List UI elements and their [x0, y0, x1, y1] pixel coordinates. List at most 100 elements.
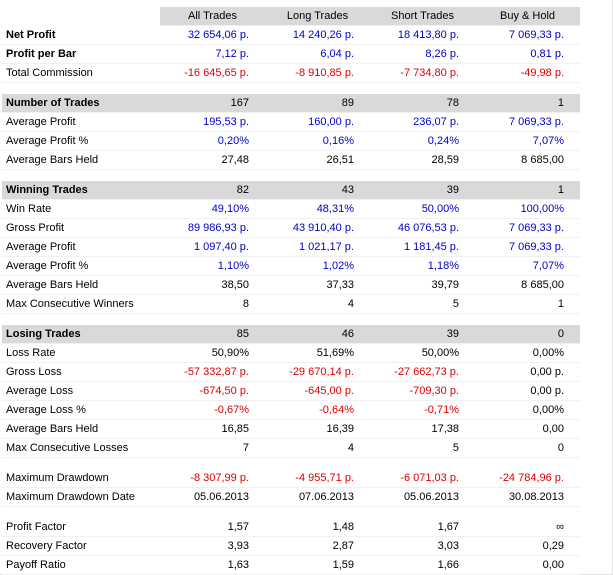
cell-value: 3,03: [370, 536, 475, 556]
cell-value: 50,00%: [370, 343, 475, 363]
cell-value: 0,24%: [370, 131, 475, 151]
cell-value: 100,00%: [475, 199, 580, 219]
cell-value: 5: [370, 294, 475, 314]
section-header-row: Number of Trades 167 89 78 1: [2, 94, 580, 113]
cell-value: -0,67%: [160, 400, 265, 420]
cell-value: -6 071,03 p.: [370, 469, 475, 488]
table-row: Total Commission -16 645,65 p. -8 910,85 p…: [2, 63, 580, 83]
cell-value: -4 955,71 p.: [265, 469, 370, 488]
spacer-row: [2, 313, 580, 325]
table-row: Average Profit 1 097,40 p. 1 021,17 p. 1 18…: [2, 237, 580, 257]
cell-value: 7 069,33 p.: [475, 218, 580, 238]
cell-value: 16,85: [160, 419, 265, 439]
cell-value: 39: [370, 181, 475, 200]
performance-table: All Trades Long Trades Short Trades Buy & H…: [2, 7, 580, 575]
cell-value: 43: [265, 181, 370, 200]
cell-value: 43 910,40 p.: [265, 218, 370, 238]
cell-value: 46: [265, 325, 370, 344]
cell-value: 7: [160, 438, 265, 458]
table-row: Max Consecutive Winners 8 4 5 1: [2, 294, 580, 314]
table-row: Average Profit % 0,20% 0,16% 0,24% 7,07%: [2, 131, 580, 151]
cell-value: 7 069,33 p.: [475, 112, 580, 132]
cell-value: 0: [475, 438, 580, 458]
spacer: [2, 313, 580, 325]
cell-value: 0,16%: [265, 131, 370, 151]
table-row: Average Profit 195,53 p. 160,00 p. 236,07 p…: [2, 112, 580, 132]
row-label: Net Profit: [2, 25, 160, 45]
row-label: Average Bars Held: [2, 275, 160, 295]
row-label: Loss Rate: [2, 343, 160, 363]
cell-value: 1,10%: [160, 256, 265, 276]
cell-value: 51,69%: [265, 343, 370, 363]
table-row: Max Consecutive Losses 7 4 5 0: [2, 438, 580, 458]
row-label: Average Loss %: [2, 400, 160, 420]
cell-value: 4: [265, 294, 370, 314]
spacer: [2, 506, 580, 518]
cell-value: 26,51: [265, 150, 370, 170]
row-label: Average Loss: [2, 381, 160, 401]
cell-value: 160,00 p.: [265, 112, 370, 132]
cell-value: 1,02%: [265, 256, 370, 276]
table-row: Profit per Bar 7,12 p. 6,04 p. 8,26 p. 0,81 …: [2, 44, 580, 64]
cell-value: 8 685,00: [475, 275, 580, 295]
table-row: Gross Loss -57 332,87 p. -29 670,14 p. -27 …: [2, 362, 580, 382]
row-label: Recovery Factor: [2, 536, 160, 556]
cell-value: 30.08.2013: [475, 487, 580, 507]
cell-value: 1,59: [265, 555, 370, 575]
cell-value: 236,07 p.: [370, 112, 475, 132]
cell-value: -8 910,85 p.: [265, 63, 370, 83]
table-row: Payoff Ratio 1,63 1,59 1,66 0,00: [2, 555, 580, 575]
cell-value: 8 685,00: [475, 150, 580, 170]
cell-value: 50,00%: [370, 199, 475, 219]
table-row: Profit Factor 1,57 1,48 1,67 ∞: [2, 518, 580, 537]
cell-value: 50,90%: [160, 343, 265, 363]
row-label: Win Rate: [2, 199, 160, 219]
cell-value: ∞: [475, 518, 580, 537]
cell-value: 46 076,53 p.: [370, 218, 475, 238]
section-header-row: Losing Trades 85 46 39 0: [2, 325, 580, 344]
cell-value: 32 654,06 p.: [160, 25, 265, 45]
cell-value: 14 240,26 p.: [265, 25, 370, 45]
column-header: All Trades: [160, 7, 265, 26]
cell-value: 78: [370, 94, 475, 113]
cell-value: 195,53 p.: [160, 112, 265, 132]
spacer: [2, 457, 580, 469]
cell-value: 1 181,45 p.: [370, 237, 475, 257]
table-row: Average Loss -674,50 p. -645,00 p. -709,30 …: [2, 381, 580, 401]
spacer: [2, 82, 580, 94]
cell-value: -8 307,99 p.: [160, 469, 265, 488]
row-label: Winning Trades: [2, 181, 160, 200]
row-label: Total Commission: [2, 63, 160, 83]
cell-value: -57 332,87 p.: [160, 362, 265, 382]
table-row: Net Profit 32 654,06 p. 14 240,26 p. 18 413…: [2, 25, 580, 45]
cell-value: 1: [475, 94, 580, 113]
cell-value: 7,07%: [475, 131, 580, 151]
table-row: Average Profit % 1,10% 1,02% 1,18% 7,07%: [2, 256, 580, 276]
cell-value: 1,66: [370, 555, 475, 575]
cell-value: 48,31%: [265, 199, 370, 219]
cell-value: 0,29: [475, 536, 580, 556]
cell-value: 7,12 p.: [160, 44, 265, 64]
section-header-row: Winning Trades 82 43 39 1: [2, 181, 580, 200]
column-header: Short Trades: [370, 7, 475, 26]
cell-value: 7 069,33 p.: [475, 237, 580, 257]
row-label: Gross Loss: [2, 362, 160, 382]
cell-value: 28,59: [370, 150, 475, 170]
cell-value: 0,00%: [475, 343, 580, 363]
cell-value: 8,26 p.: [370, 44, 475, 64]
table-row: Maximum Drawdown -8 307,99 p. -4 955,71 p.…: [2, 469, 580, 488]
cell-value: -27 662,73 p.: [370, 362, 475, 382]
cell-value: 167: [160, 94, 265, 113]
cell-value: 39,79: [370, 275, 475, 295]
row-label: Max Consecutive Losses: [2, 438, 160, 458]
table-row: Loss Rate 50,90% 51,69% 50,00% 0,00%: [2, 343, 580, 363]
cell-value: 82: [160, 181, 265, 200]
cell-value: 1: [475, 181, 580, 200]
table-row: Gross Profit 89 986,93 p. 43 910,40 p. 46 0…: [2, 218, 580, 238]
cell-value: 49,10%: [160, 199, 265, 219]
cell-value: -0,64%: [265, 400, 370, 420]
row-label: Average Profit %: [2, 256, 160, 276]
row-label: Average Profit: [2, 237, 160, 257]
cell-value: 37,33: [265, 275, 370, 295]
